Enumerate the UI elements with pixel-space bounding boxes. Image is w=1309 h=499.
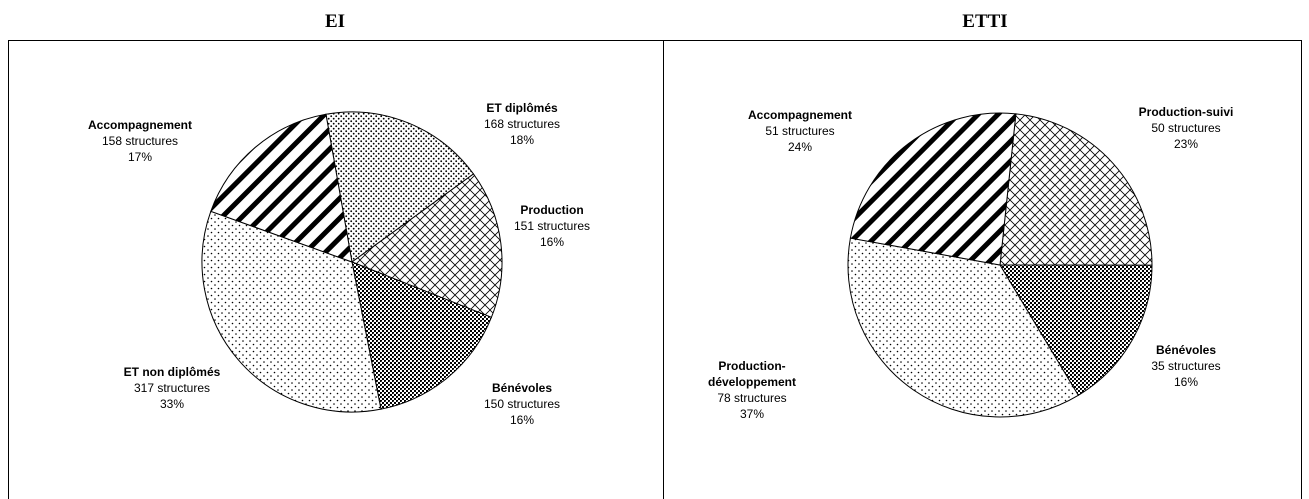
chart-title: EI (325, 11, 345, 32)
slice-name: Accompagnement (87, 118, 193, 132)
slice-count: 158 structures (101, 134, 179, 148)
slice-count: 35 structures (1151, 359, 1221, 373)
slice-count: 151 structures (513, 219, 591, 233)
slice-name: Accompagnement (747, 108, 853, 122)
slice-count: 168 structures (483, 117, 561, 131)
pie-slice (999, 264, 1153, 396)
slice-label: Production 151 structures 16% (487, 202, 617, 250)
slice-count: 78 structures (717, 391, 787, 405)
slice-percent: 24% (787, 140, 813, 154)
slice-count: 150 structures (483, 397, 561, 411)
slice-name: Bénévoles (491, 381, 553, 395)
slice-name: Bénévoles (1155, 343, 1217, 357)
slice-label: Accompagnement 51 structures 24% (735, 107, 865, 155)
pie-slice (201, 210, 382, 413)
slice-label: Accompagnement 158 structures 17% (75, 117, 205, 165)
slice-percent: 37% (739, 407, 765, 421)
slice-percent: 17% (127, 150, 153, 164)
slice-percent: 16% (539, 235, 565, 249)
chart-title: ETTI (962, 11, 1007, 32)
slice-label: ET diplômés 168 structures 18% (457, 100, 587, 148)
slice-name: ET non diplômés (123, 365, 221, 379)
slice-label: Production-suivi 50 structures 23% (1121, 104, 1251, 152)
slice-name: Production-suivi (1138, 105, 1234, 119)
pie-slice (849, 112, 1017, 266)
slice-name: ET diplômés (486, 101, 558, 115)
slice-count: 50 structures (1151, 121, 1221, 135)
pie-slice (351, 261, 493, 410)
slice-label: ET non diplômés 317 structures 33% (107, 364, 237, 412)
slice-name: Production (520, 203, 584, 217)
slice-label: Bénévoles 35 structures 16% (1121, 342, 1251, 390)
pie-slice (325, 111, 475, 263)
slice-percent: 18% (509, 133, 535, 147)
slice-percent: 16% (1173, 375, 1199, 389)
slice-count: 317 structures (133, 381, 211, 395)
pie-slice (210, 113, 353, 263)
frame (8, 40, 1302, 499)
slice-percent: 33% (159, 397, 185, 411)
slice-count: 51 structures (765, 124, 835, 138)
slice-name: Production-développement (707, 359, 797, 389)
slice-percent: 16% (509, 413, 535, 427)
pie-slice (847, 237, 1079, 418)
slice-percent: 23% (1173, 137, 1199, 151)
pie-slice (350, 173, 503, 318)
slice-label: Bénévoles 150 structures 16% (457, 380, 587, 428)
pie-slice (999, 113, 1153, 266)
slice-label: Production-développement 78 structures 37% (697, 358, 807, 422)
